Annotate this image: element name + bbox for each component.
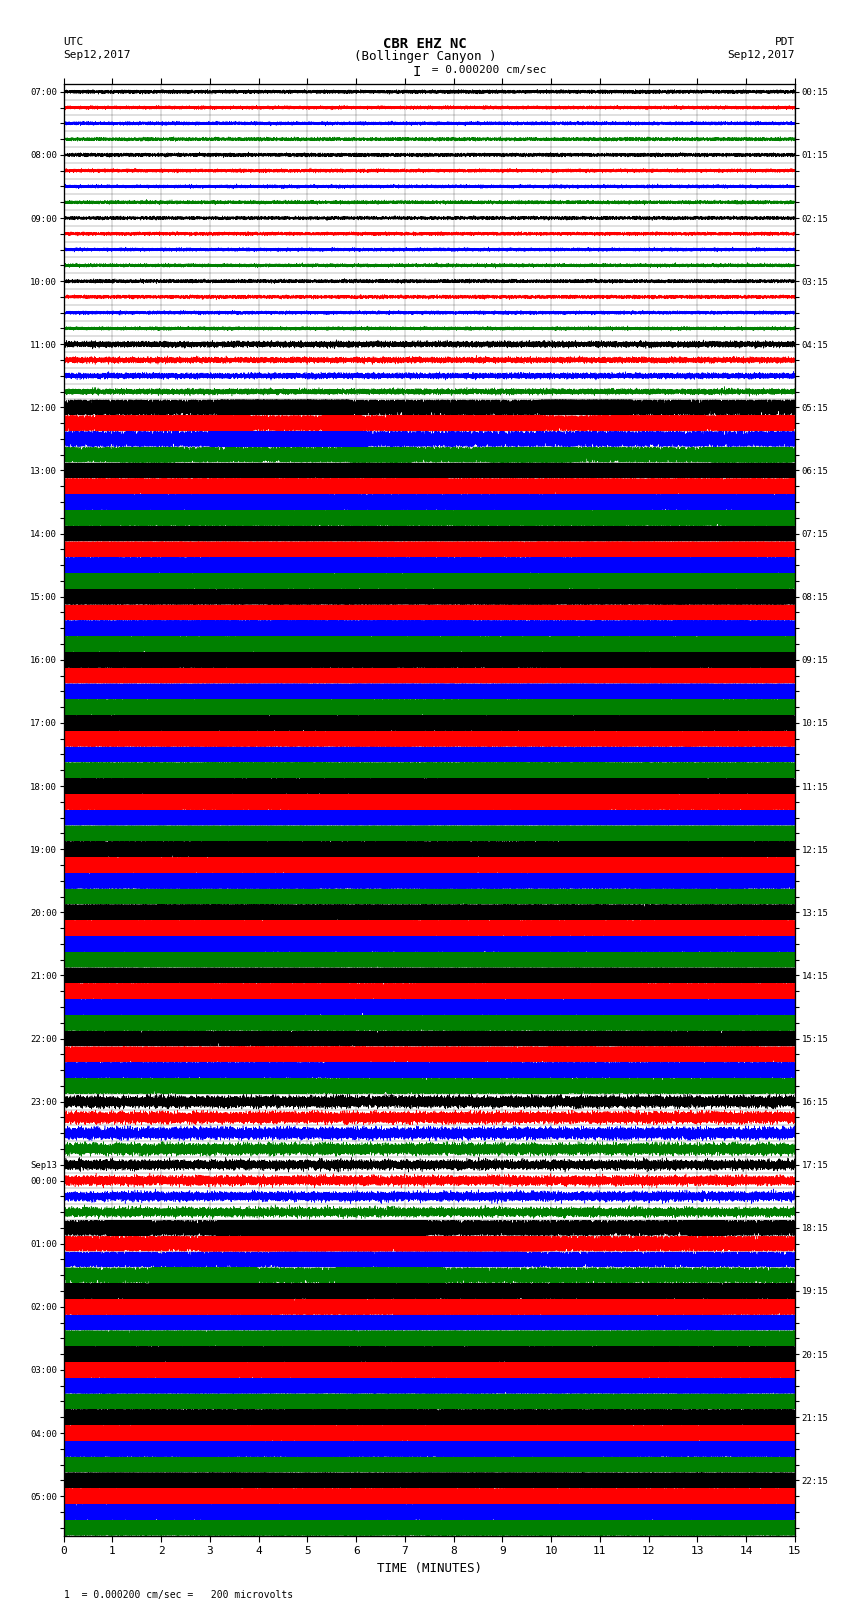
Text: I: I — [412, 65, 421, 79]
Text: (Bollinger Canyon ): (Bollinger Canyon ) — [354, 50, 496, 63]
Text: Sep12,2017: Sep12,2017 — [64, 50, 131, 60]
Text: = 0.000200 cm/sec: = 0.000200 cm/sec — [425, 65, 547, 74]
Text: UTC: UTC — [64, 37, 84, 47]
Text: 1  = 0.000200 cm/sec =   200 microvolts: 1 = 0.000200 cm/sec = 200 microvolts — [64, 1590, 293, 1600]
X-axis label: TIME (MINUTES): TIME (MINUTES) — [377, 1561, 482, 1574]
Text: PDT: PDT — [774, 37, 795, 47]
Text: CBR EHZ NC: CBR EHZ NC — [383, 37, 467, 52]
Text: Sep12,2017: Sep12,2017 — [728, 50, 795, 60]
